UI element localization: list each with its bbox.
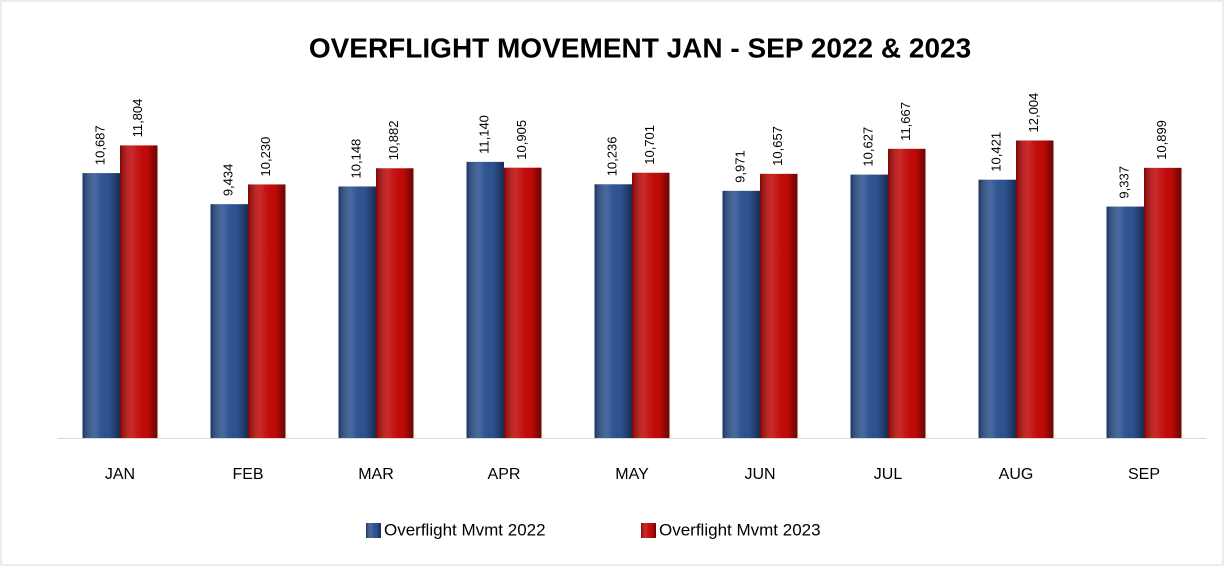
x-tick-label: JUL — [874, 466, 903, 483]
value-label: 12,004 — [1026, 93, 1041, 133]
value-label: 10,627 — [861, 127, 876, 167]
value-label: 9,337 — [1117, 166, 1132, 199]
value-label: 10,421 — [989, 132, 1004, 172]
bar-shade — [978, 179, 1016, 438]
x-tick-label: AUG — [999, 466, 1034, 483]
value-label: 10,657 — [770, 126, 785, 166]
bar-shade — [82, 173, 120, 439]
bar-shade — [210, 204, 248, 438]
bar-shade — [722, 190, 760, 438]
legend-label: Overflight Mvmt 2022 — [384, 520, 546, 539]
x-tick-label: SEP — [1128, 466, 1160, 483]
bar-shade — [1144, 167, 1182, 438]
legend-swatch-shade — [641, 523, 656, 538]
chart-title: OVERFLIGHT MOVEMENT JAN - SEP 2022 & 202… — [309, 32, 971, 63]
legend-label: Overflight Mvmt 2023 — [659, 520, 821, 539]
bar-shade — [338, 186, 376, 438]
value-label: 11,140 — [477, 115, 492, 154]
x-tick-label: MAY — [615, 466, 649, 483]
x-tick-label: JUN — [744, 466, 775, 483]
bar-shade — [594, 184, 632, 438]
bar-shade — [850, 174, 888, 438]
bar-shade — [120, 145, 158, 438]
bar-shade — [632, 172, 670, 438]
x-tick-label: FEB — [232, 466, 263, 483]
value-label: 10,148 — [349, 139, 364, 179]
x-tick-label: MAR — [358, 466, 394, 483]
x-tick-label: JAN — [105, 466, 135, 483]
bar-shade — [888, 148, 926, 438]
bar-shade — [760, 173, 798, 438]
value-label: 10,687 — [93, 125, 108, 165]
value-label: 11,804 — [130, 99, 145, 138]
value-label: 10,701 — [642, 125, 657, 165]
value-label: 10,905 — [514, 120, 529, 160]
bar-shade — [376, 168, 414, 438]
value-label: 10,882 — [386, 121, 401, 161]
legend-swatch-shade — [366, 523, 381, 538]
value-label: 9,971 — [733, 150, 748, 183]
value-label: 9,434 — [221, 164, 236, 197]
bar-shade — [1106, 206, 1144, 438]
x-tick-label: APR — [488, 466, 521, 483]
bar-shade — [466, 161, 504, 438]
bar-shade — [1016, 140, 1054, 438]
bar-shade — [248, 184, 286, 438]
value-label: 10,236 — [605, 137, 620, 177]
value-label: 11,667 — [898, 102, 913, 141]
value-label: 10,230 — [258, 137, 273, 177]
bar-shade — [504, 167, 542, 438]
value-label: 10,899 — [1154, 120, 1169, 160]
